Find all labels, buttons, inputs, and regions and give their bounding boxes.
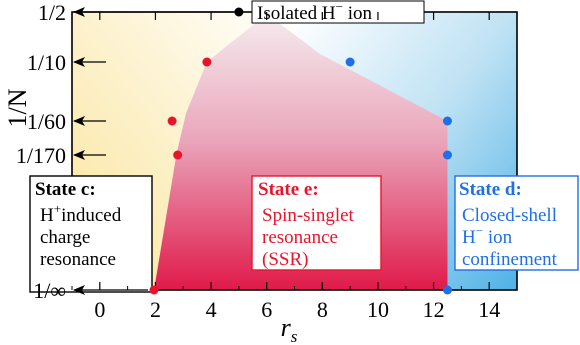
y-tick-label: 1/2 [38, 0, 66, 25]
y-tick-label: 1/60 [27, 109, 66, 134]
state-c-line3: resonance [40, 249, 116, 270]
state-e-line3: (SSR) [262, 249, 308, 270]
y-arrow-head [73, 57, 85, 67]
state-c-line2: charge [40, 227, 90, 248]
data-point-state-d [442, 285, 452, 295]
x-tick-label: 8 [317, 297, 328, 322]
y-arrow-head [73, 150, 85, 160]
state-c-box [29, 175, 153, 293]
isolated-ion-box [251, 0, 425, 24]
data-point-state-d [345, 57, 355, 67]
state-d-annotation: State d: Closed-shell H− ion confinement [454, 175, 579, 271]
x-axis-ticks: 0 2 4 6 8 10 12 14 [71, 12, 518, 322]
state-d-line3: confinement [462, 249, 558, 270]
isolated-ion-annotation: Isolated H− ion [251, 0, 425, 24]
data-point-isolated [234, 7, 244, 17]
data-point-state-d [442, 116, 452, 126]
y-arrow-head [73, 285, 85, 295]
x-tick-label: 12 [423, 297, 445, 322]
state-e-title: State e: [258, 179, 319, 200]
x-axis-title: rs [281, 313, 298, 345]
state-c-annotation: State c: H+induced charge resonance [29, 175, 153, 293]
state-e-line1: Spin-singlet [262, 205, 355, 226]
x-tick-label: 6 [261, 297, 272, 322]
x-tick-label: 14 [478, 297, 500, 322]
state-c-line1: H+induced [40, 201, 122, 226]
x-tick-label: 2 [150, 297, 161, 322]
y-arrow-head [73, 116, 85, 126]
data-point-state-e [202, 57, 212, 67]
x-tick-label: 4 [206, 297, 217, 322]
state-d-box [454, 175, 579, 271]
isolated-ion-text: Isolated H− ion [257, 0, 372, 24]
y-axis-title: 1/N [3, 88, 32, 127]
state-e-annotation: State e: Spin-singlet resonance (SSR) [251, 175, 382, 271]
data-points [149, 7, 452, 295]
data-point-state-d [442, 150, 452, 160]
state-e-box [251, 175, 382, 271]
y-axis-arrows [73, 7, 233, 295]
data-point-state-e [149, 285, 159, 295]
state-d-line1: Closed-shell [462, 205, 557, 226]
data-point-state-e [167, 116, 177, 126]
y-axis-ticks: 1/∞ 1/170 1/60 1/10 1/2 [16, 0, 66, 303]
y-arrow-head [73, 7, 85, 17]
y-tick-label: 1/170 [16, 143, 66, 168]
x-tick-label: 10 [367, 297, 389, 322]
state-d-title: State d: [459, 179, 522, 200]
state-c-title: State c: [35, 179, 96, 200]
state-e-line2: resonance [262, 227, 338, 248]
state-d-line2: H− ion [462, 223, 513, 248]
y-tick-label: 1/∞ [33, 278, 66, 303]
data-point-state-e [173, 150, 183, 160]
y-tick-label: 1/10 [27, 50, 66, 75]
x-tick-label: 0 [94, 297, 105, 322]
